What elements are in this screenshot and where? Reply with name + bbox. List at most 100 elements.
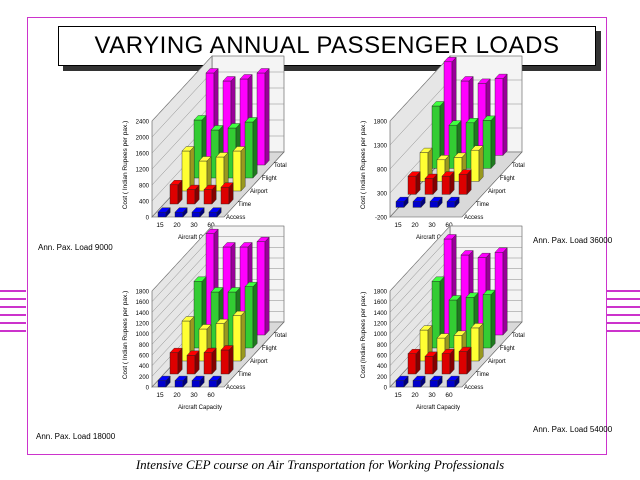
bar-access-15 xyxy=(157,375,171,388)
y-tick-label: 800 xyxy=(377,168,388,174)
y-tick-label: 400 xyxy=(377,364,388,370)
x-tick-label: 15 xyxy=(394,222,402,229)
bar-total-60 xyxy=(494,73,508,156)
bar-time-20 xyxy=(424,173,438,195)
y-tick-label: 600 xyxy=(377,354,388,360)
series-label-access: Access xyxy=(226,385,245,391)
x-tick-label: 60 xyxy=(445,392,453,399)
chart-body: -200 300 800 1300 1800 Cost ( Indian Rupees p… xyxy=(360,55,525,241)
bar-access-20 xyxy=(174,207,188,218)
bar-access-60 xyxy=(446,375,460,388)
bar-airport-15 xyxy=(419,147,433,182)
bar-access-20 xyxy=(412,196,426,208)
y-tick-label: 2400 xyxy=(136,120,150,126)
bar-time-15 xyxy=(169,347,183,375)
bar-time-30 xyxy=(203,184,217,205)
y-tick-label: 1600 xyxy=(136,152,150,158)
y-tick-label: 1800 xyxy=(374,120,388,126)
series-label-airport: Airport xyxy=(250,189,268,195)
x-tick-label: 15 xyxy=(156,222,164,229)
y-tick-label: -200 xyxy=(375,216,388,222)
x-tick-label: 20 xyxy=(411,222,419,229)
bar-total-60 xyxy=(256,67,270,166)
bar-airport-20 xyxy=(436,333,450,362)
footer-text: Intensive CEP course on Air Transportati… xyxy=(135,457,505,472)
panel-label-9000: Ann. Pax. Load 9000 xyxy=(38,243,113,252)
x-tick-label: 20 xyxy=(173,222,181,229)
series-label-time: Time xyxy=(238,372,252,378)
y-axis-label: Cost ( Indian Rupees per pax.) xyxy=(122,121,129,210)
bar-time-15 xyxy=(407,348,421,375)
x-tick-label: 60 xyxy=(207,222,215,229)
bar-flight-60 xyxy=(244,116,258,179)
x-axis-label: Aircraft Capacity xyxy=(178,235,222,241)
bar-flight-60 xyxy=(244,281,258,349)
x-tick-label: 15 xyxy=(156,392,164,399)
bar-access-30 xyxy=(429,196,443,208)
bar-access-60 xyxy=(208,207,222,218)
x-tick-label: 60 xyxy=(207,392,215,399)
x-axis-label: Aircraft Capacity xyxy=(178,405,222,411)
bar-airport-60 xyxy=(232,310,246,362)
gridline xyxy=(389,55,522,122)
chart-body: 0 400 800 1200 1600 2000 2400 Cost ( Indian Rup… xyxy=(122,55,287,241)
bar-access-20 xyxy=(412,375,426,388)
series-label-airport: Airport xyxy=(488,189,506,195)
bar-time-30 xyxy=(441,171,455,195)
bar-airport-20 xyxy=(198,155,212,192)
bar-airport-60 xyxy=(232,145,246,192)
y-axis-label: Cost (Indian Rupees per pax.) xyxy=(360,292,367,379)
series-label-time: Time xyxy=(238,202,252,208)
y-tick-label: 300 xyxy=(377,192,388,198)
bar-time-20 xyxy=(424,351,438,375)
y-tick-label: 1800 xyxy=(136,290,150,296)
bar-access-15 xyxy=(395,375,409,388)
slide-frame xyxy=(27,17,607,455)
bar-time-60 xyxy=(220,182,234,205)
series-label-total: Total xyxy=(274,333,287,339)
y-tick-label: 1400 xyxy=(374,311,388,317)
x-tick-label: 30 xyxy=(428,222,436,229)
bar-total-60 xyxy=(494,247,508,336)
bar-access-15 xyxy=(157,207,171,218)
bar-access-30 xyxy=(191,207,205,218)
bar-time-60 xyxy=(458,169,472,195)
x-tick-label: 15 xyxy=(394,392,402,399)
series-label-total: Total xyxy=(512,333,525,339)
series-label-time: Time xyxy=(476,202,490,208)
series-label-flight: Flight xyxy=(500,346,515,352)
series-label-time: Time xyxy=(476,372,490,378)
y-tick-label: 1200 xyxy=(136,168,150,174)
series-label-total: Total xyxy=(512,163,525,169)
y-tick-label: 1200 xyxy=(136,322,150,328)
chart-panel-54000: 0 200 400 600 800 1000 1200 1400 1600 1800 Cost (I… xyxy=(360,225,525,411)
y-axis-label: Cost ( Indian Rupees per pax.) xyxy=(360,121,367,210)
bar-time-20 xyxy=(186,350,200,375)
x-axis-label: Aircraft Capacity xyxy=(416,405,460,411)
series-label-access: Access xyxy=(464,385,483,391)
series-label-total: Total xyxy=(274,163,287,169)
bar-time-60 xyxy=(220,344,234,375)
y-axis-label: Cost ( Indian Rupees per pax.) xyxy=(122,291,129,380)
y-tick-label: 800 xyxy=(139,343,150,349)
series-label-access: Access xyxy=(464,215,483,221)
y-tick-label: 1200 xyxy=(374,322,388,328)
chart-panel-18000: 0 200 400 600 800 1000 1200 1400 1600 1800 Cost ( … xyxy=(122,225,287,411)
bar-airport-15 xyxy=(181,315,195,362)
y-tick-label: 800 xyxy=(377,343,388,349)
bar-airport-60 xyxy=(470,145,484,182)
bar-flight-60 xyxy=(482,289,496,349)
x-tick-label: 30 xyxy=(190,392,198,399)
y-tick-label: 1000 xyxy=(374,332,388,338)
panel-label-18000: Ann. Pax. Load 18000 xyxy=(36,432,116,441)
bar-flight-15 xyxy=(431,100,445,169)
y-tick-label: 1400 xyxy=(136,311,150,317)
bar-access-30 xyxy=(429,375,443,388)
bar-time-60 xyxy=(458,346,472,375)
y-tick-label: 400 xyxy=(139,364,150,370)
chart-panel-36000: -200 300 800 1300 1800 Cost ( Indian Rupees p… xyxy=(360,55,525,241)
panel-label-36000: Ann. Pax. Load 36000 xyxy=(533,236,613,245)
bar-total-60 xyxy=(256,236,270,336)
x-tick-label: 20 xyxy=(173,392,181,399)
bar-airport-30 xyxy=(215,151,229,192)
